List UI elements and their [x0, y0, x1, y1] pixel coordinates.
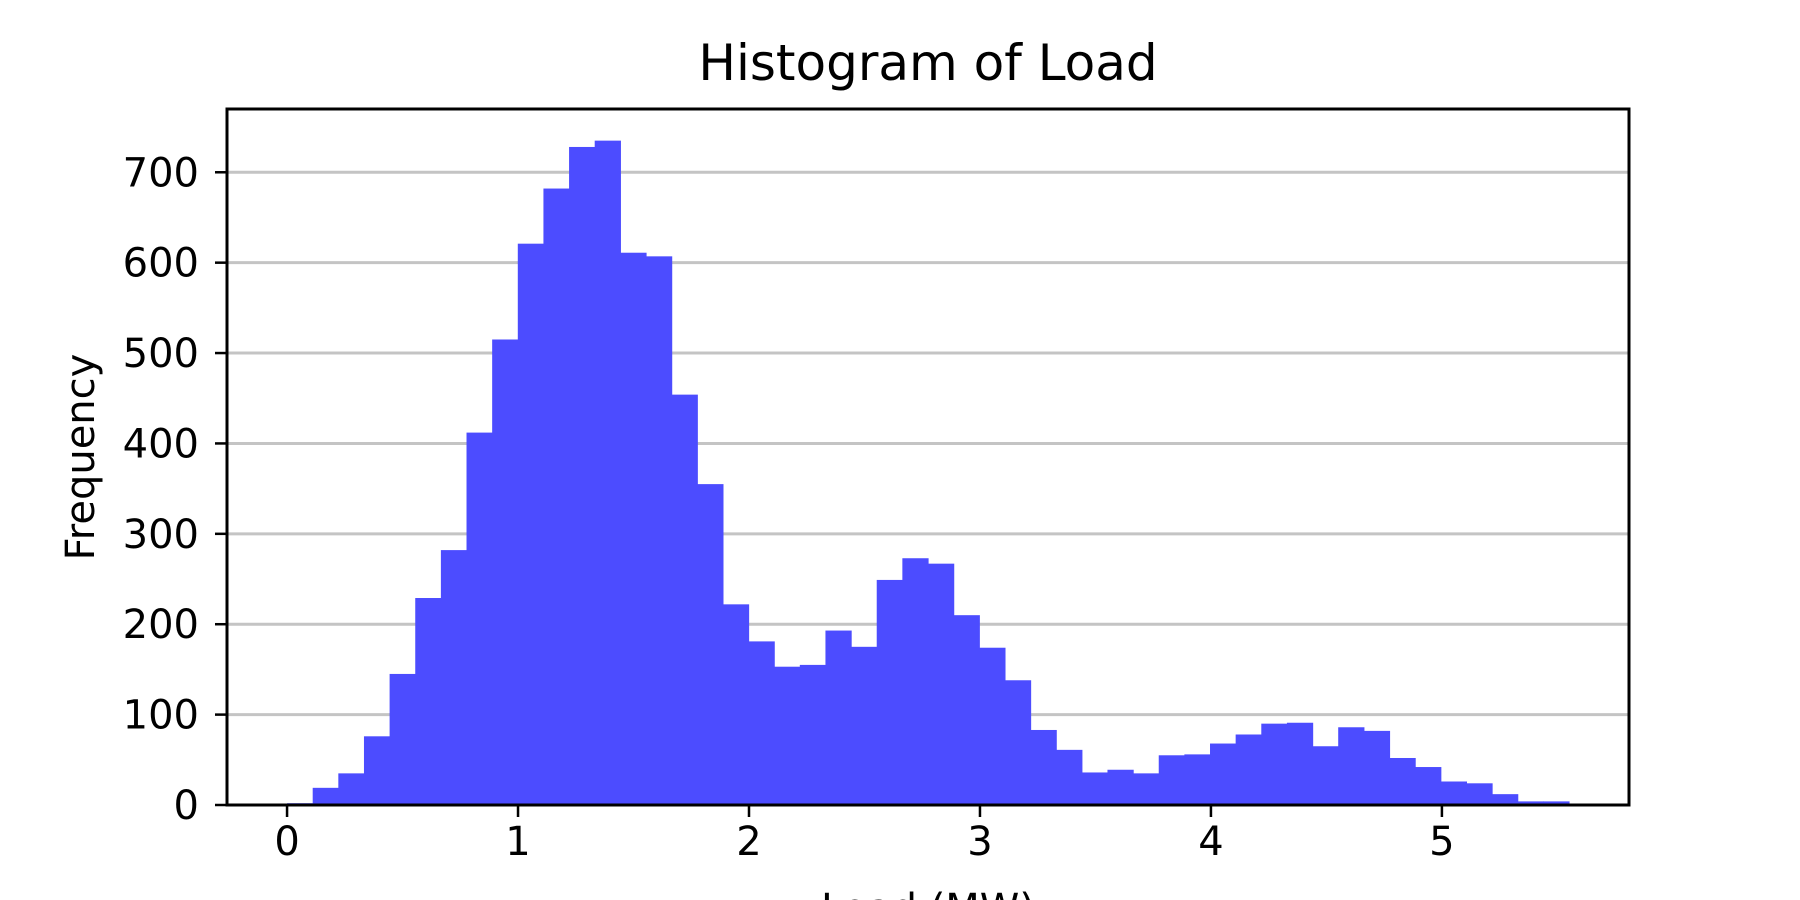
y-tick-label: 300 [123, 512, 199, 558]
histogram-bar [1543, 801, 1570, 805]
histogram-bar [1517, 801, 1544, 805]
histogram-bar [1261, 723, 1288, 805]
y-tick-label: 600 [123, 241, 199, 287]
x-tick-label: 3 [967, 819, 992, 865]
histogram-bar [620, 252, 647, 805]
histogram-bar [1030, 729, 1057, 805]
histogram-bar [1286, 722, 1314, 805]
y-tick-label: 0 [174, 783, 199, 829]
histogram-bar [799, 664, 827, 805]
histogram-bar [1363, 730, 1391, 805]
histogram-bar [1081, 772, 1109, 805]
histogram-bar [415, 598, 442, 805]
y-tick-label: 400 [123, 421, 199, 467]
histogram-bar [517, 243, 545, 805]
histogram-bar [722, 604, 750, 805]
histogram-bar [543, 188, 570, 806]
x-tick-label: 1 [505, 819, 530, 865]
histogram-bars [287, 140, 1570, 806]
y-tick-label: 700 [123, 150, 199, 196]
histogram-bar [440, 550, 468, 805]
chart-title: Histogram of Load [698, 34, 1157, 92]
histogram-bar [389, 673, 416, 805]
histogram-bar [1210, 743, 1237, 805]
histogram-bar [774, 666, 801, 805]
y-tick-label: 200 [123, 602, 199, 648]
y-tick-label: 100 [123, 693, 199, 739]
histogram-bar [1158, 755, 1185, 805]
x-axis-label: Load (MW) [821, 886, 1035, 900]
histogram-bar [1492, 794, 1519, 805]
histogram-bar [697, 484, 724, 805]
x-tick-label: 5 [1429, 819, 1454, 865]
histogram-bar [1056, 749, 1083, 805]
histogram-bar [594, 140, 621, 806]
x-tick-label: 2 [736, 819, 761, 865]
histogram-bar [825, 630, 852, 805]
y-tick-label: 500 [123, 331, 199, 377]
y-axis-label: Frequency [58, 354, 104, 561]
histogram-bar [1133, 773, 1160, 805]
histogram-bar [1466, 783, 1493, 805]
histogram-bar [338, 773, 365, 805]
histogram-bar [492, 339, 519, 805]
histogram-bar [569, 146, 596, 806]
histogram-bar [876, 579, 903, 805]
histogram-bar [1184, 754, 1211, 805]
histogram-bar [466, 432, 493, 805]
histogram-bar [1107, 769, 1134, 805]
histogram-bar [979, 647, 1006, 805]
plot-frame [225, 107, 1631, 807]
histogram-bar [953, 615, 980, 805]
histogram-bar [1440, 781, 1467, 805]
histogram-bar [363, 736, 391, 805]
histogram-bar [312, 787, 339, 805]
x-tick-label: 4 [1198, 819, 1223, 865]
histogram-bar [851, 646, 878, 805]
histogram-bar [1389, 757, 1416, 805]
histogram-bar [1338, 727, 1365, 805]
histogram-bar [1235, 734, 1262, 805]
histogram-bar [902, 558, 929, 805]
y-axis-ticks: 0 100 200 300 400 500 600 700 [123, 150, 227, 829]
histogram-bar [1312, 746, 1339, 805]
x-axis-ticks: 0 1 2 3 4 5 [274, 805, 1455, 865]
histogram-bar [671, 394, 698, 805]
histogram-bar [1415, 767, 1442, 805]
histogram-bar [748, 641, 775, 805]
histogram-bar [928, 563, 955, 805]
histogram-bar [645, 256, 673, 805]
x-tick-label: 0 [274, 819, 299, 865]
histogram-bar [1004, 680, 1032, 805]
